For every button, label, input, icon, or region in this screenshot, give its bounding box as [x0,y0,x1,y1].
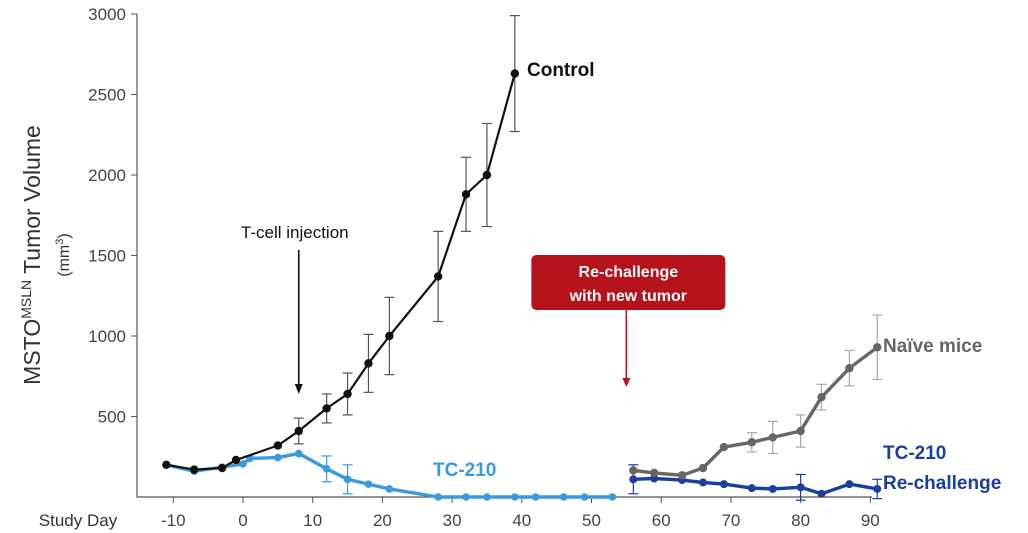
data-point-control [322,404,331,413]
y-axis-unit: (mm3) [54,233,73,276]
data-point-naive [747,438,757,447]
rechallenge-callout-line2: with new tumor [569,288,687,305]
data-point-rechallenge [768,484,777,493]
data-point-rechallenge [796,483,805,492]
series-label-rechallenge-line2: Re-challenge [883,473,1001,494]
rechallenge-arrowhead [622,378,631,387]
data-point-control [385,331,394,341]
y-tick-label: 2500 [88,86,126,105]
series-label-rechallenge-line1: TC-210 [883,443,946,464]
x-tick-label: 60 [652,511,671,530]
y-tick-label: 500 [98,408,126,427]
data-point-naive [796,426,805,436]
x-tick-label: 30 [443,511,462,530]
y-tick-label: 3000 [88,5,126,24]
data-point-tc210 [511,493,519,501]
data-point-tc210 [608,493,617,501]
y-axis-title-main: MSTO [19,319,45,385]
series-label-tc210: TC-210 [433,460,496,481]
x-tick-label: 0 [238,511,247,530]
rechallenge-callout-line1: Re-challenge [579,264,679,281]
y-axis-title-tail: Tumor Volume [19,125,45,280]
y-axis-unit-pre: (mm [56,245,73,277]
data-point-control [273,441,283,450]
data-point-control [217,463,227,473]
x-tick-label: 10 [303,511,322,530]
rechallenge-callout-box [531,255,726,310]
data-point-naive [817,392,826,402]
data-point-tc210 [434,493,442,501]
series-layer [162,15,883,501]
data-point-control [190,465,199,474]
x-tick-label: 40 [512,511,531,530]
series-line-naive [633,345,879,477]
series-tc210 [162,449,617,501]
x-axis-ticks: -10 0 10 20 30 40 50 60 70 80 90 [161,497,880,530]
data-point-control [231,455,241,465]
data-point-tc210 [364,480,373,488]
x-tick-label: 50 [582,511,601,530]
data-point-tc210 [239,460,247,468]
series-line-control [166,73,516,471]
series-label-control: Control [527,60,595,81]
x-tick-label: 20 [373,511,392,530]
data-point-naive [845,364,854,373]
data-point-control [294,426,303,436]
data-point-rechallenge [817,489,826,498]
y-tick-label: 1000 [88,327,126,346]
data-point-naive [873,343,882,352]
tcell-injection-label: T-cell injection [241,223,349,242]
data-point-naive [629,466,638,475]
tcell-injection-arrowhead [294,384,303,394]
data-point-naive [768,433,777,442]
data-point-tc210 [559,493,568,501]
y-axis-title-superscript: MSLN [18,280,34,319]
data-point-tc210 [483,493,491,501]
data-point-control [433,272,443,281]
data-point-rechallenge [699,478,708,487]
data-point-rechallenge [719,480,728,489]
data-point-naive [719,442,729,452]
x-tick-label: 90 [861,511,880,530]
series-naive [629,343,882,480]
data-point-rechallenge [747,484,756,493]
x-tick-label: -10 [161,511,186,530]
series-rechallenge-errorbars [628,464,883,501]
data-point-control [510,69,520,78]
data-point-naive [650,468,659,478]
y-axis-ticks: 500 1000 1500 2000 2500 3000 [88,5,137,427]
series-rechallenge [629,474,882,498]
y-axis-unit-superscript: 3 [54,239,66,245]
series-naive-errorbars [746,314,883,455]
y-tick-label: 1500 [88,247,126,266]
data-point-tc210 [385,485,394,493]
data-point-control [343,389,352,399]
data-point-tc210 [274,453,282,462]
data-point-rechallenge [873,484,882,493]
data-point-tc210 [462,493,470,501]
data-point-control [461,190,471,199]
series-label-naive: Naïve mice [883,336,982,357]
y-axis-unit-post: ) [56,233,73,238]
data-point-naive [698,463,708,473]
x-tick-label: 80 [791,511,810,530]
data-point-tc210 [343,475,352,484]
y-axis-title: MSTOMSLN Tumor Volume [18,125,45,385]
data-point-control [482,170,492,180]
data-point-tc210 [580,493,589,501]
series-line-rechallenge [633,476,878,496]
data-point-tc210 [294,449,303,458]
data-point-tc210 [322,465,331,473]
data-point-control [162,460,171,469]
x-axis-title: Study Day [39,511,118,530]
data-point-naive [677,471,687,480]
data-point-rechallenge [629,475,638,484]
x-tick-label: 70 [721,511,740,530]
series-control [162,69,520,474]
data-point-tc210 [531,493,540,501]
y-tick-label: 2000 [88,166,126,185]
data-point-rechallenge [845,480,854,489]
data-point-control [364,359,373,368]
